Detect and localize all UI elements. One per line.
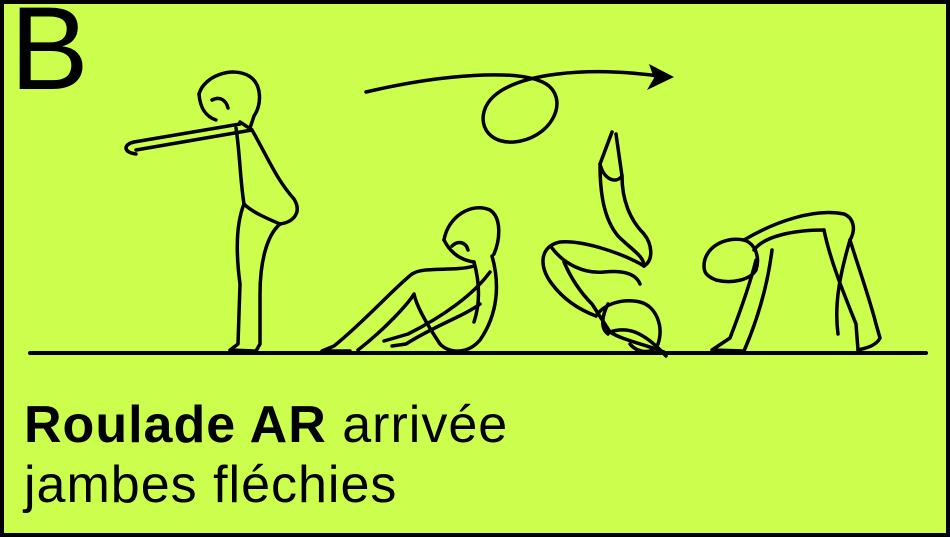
title-line2: jambes fléchies bbox=[24, 455, 398, 514]
seated-gymnast-hugging-knees bbox=[320, 206, 501, 353]
title-bold: Roulade AR bbox=[24, 396, 327, 454]
backward-roll-arrow-icon bbox=[364, 64, 674, 144]
card-letter: B bbox=[10, 0, 89, 115]
card-title: Roulade AR arrivée jambes fléchies bbox=[24, 396, 508, 516]
gymnast-rolling-backward-legs-up bbox=[541, 130, 668, 358]
figure-sequence bbox=[28, 64, 928, 358]
title-rest: arrivée bbox=[342, 396, 509, 454]
standing-gymnast-arms-forward bbox=[124, 70, 299, 353]
gymnast-landing-crouched-legs-bent bbox=[702, 210, 882, 353]
